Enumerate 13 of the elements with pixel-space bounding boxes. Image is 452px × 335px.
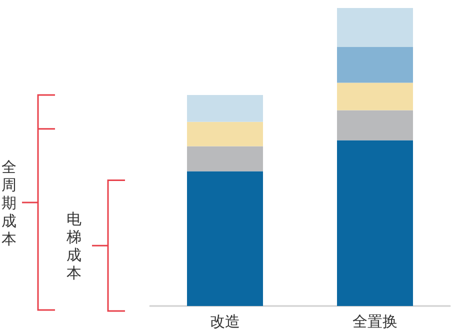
bar: [337, 110, 413, 140]
bar: [187, 122, 263, 146]
bar: [187, 146, 263, 172]
bar: [337, 47, 413, 83]
x-tick-label: 改造: [210, 312, 240, 330]
bar: [187, 95, 263, 122]
bar: [337, 140, 413, 306]
text: 电梯成本: [66, 210, 82, 282]
text: 全周期成本: [1, 158, 17, 248]
bar: [337, 82, 413, 110]
x-tick-label: 全置换: [352, 312, 398, 330]
bar: [337, 8, 413, 48]
bar: [187, 171, 263, 306]
